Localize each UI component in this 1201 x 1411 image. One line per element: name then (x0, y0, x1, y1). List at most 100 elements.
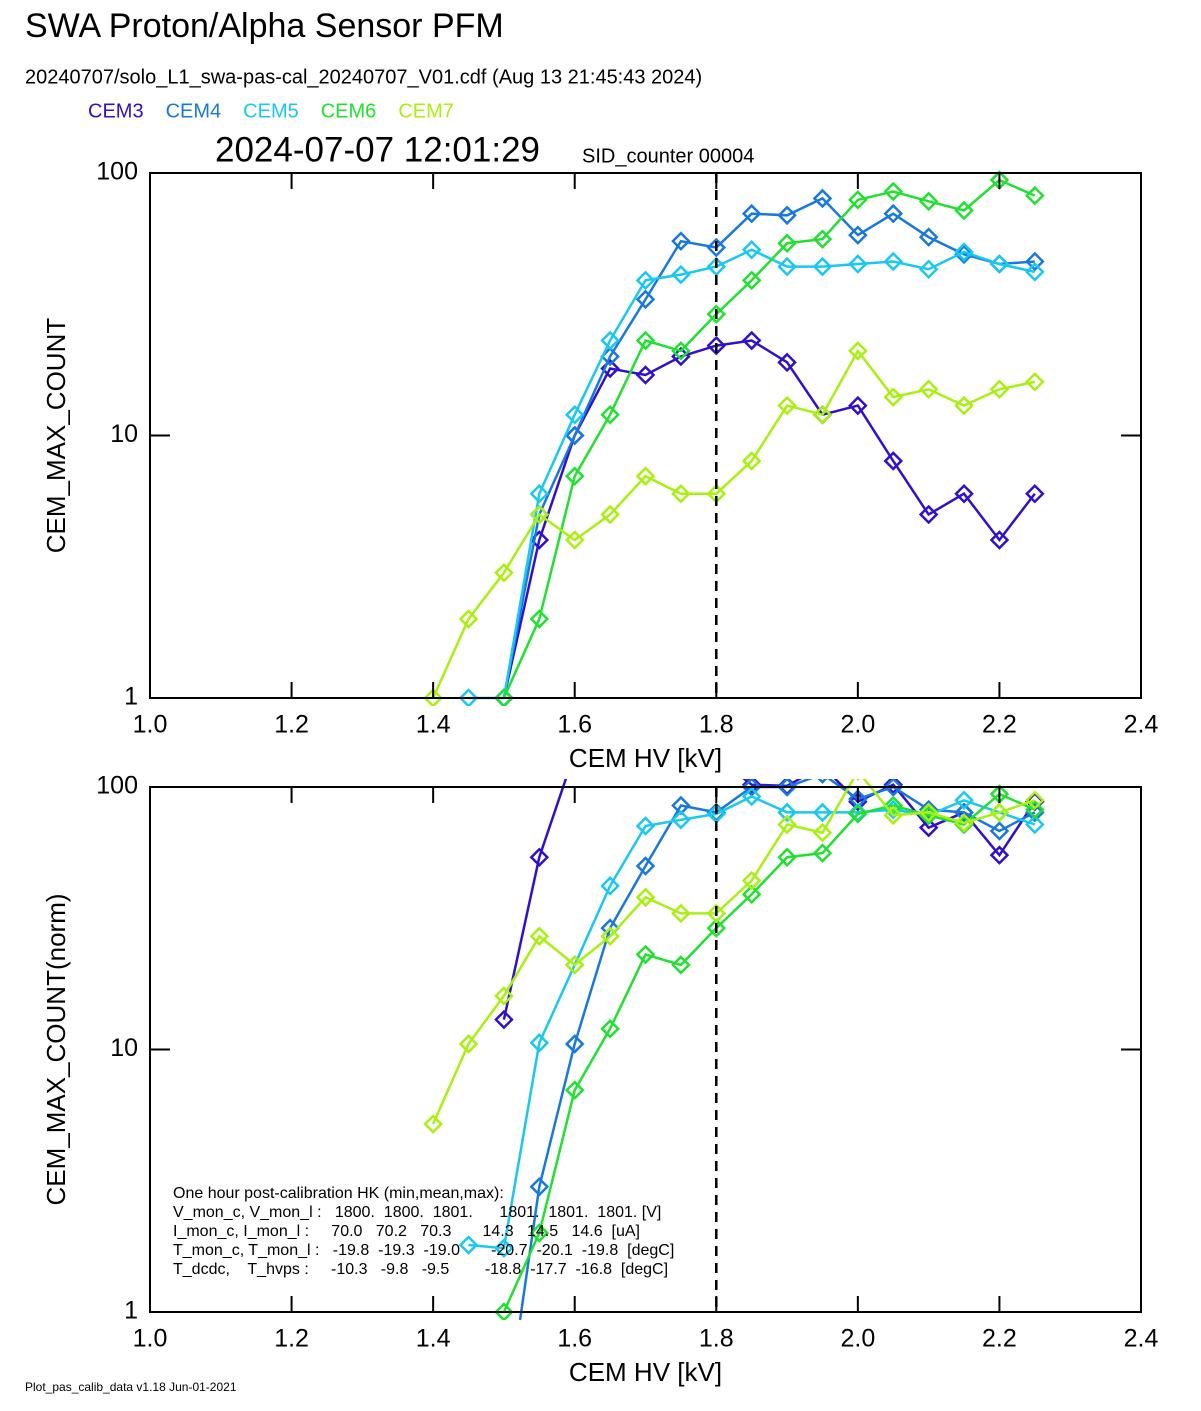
marker (918, 799, 939, 820)
marker (635, 289, 656, 310)
x-tick-label: 2.2 (982, 711, 1017, 739)
marker (741, 239, 762, 260)
marker (635, 330, 656, 351)
marker (529, 847, 550, 868)
marker (812, 256, 833, 277)
marker (918, 227, 939, 247)
x-tick-label: 1.4 (416, 1325, 451, 1353)
series-line (518, 779, 1036, 1320)
marker (635, 856, 656, 876)
marker (564, 404, 585, 425)
marker (529, 609, 550, 629)
marker (954, 813, 974, 833)
x-tick-label: 1.4 (416, 711, 451, 739)
x-tick-label: 2.2 (982, 1325, 1017, 1353)
marker (529, 1223, 550, 1243)
y-tick-label: 100 (96, 158, 138, 186)
marker (777, 256, 797, 277)
marker (529, 504, 550, 525)
marker (1025, 483, 1045, 504)
marker (600, 926, 620, 947)
legend-entry: CEM3 (88, 100, 144, 122)
marker (848, 791, 868, 812)
marker (494, 1302, 514, 1320)
y-tick-label: 1 (124, 1297, 138, 1325)
marker (848, 341, 868, 361)
marker (856, 779, 860, 781)
x-tick-label: 1.8 (699, 711, 734, 739)
series-line (468, 795, 1036, 1250)
x-axis-label: CEM HV [kV] (569, 1357, 722, 1387)
marker (777, 802, 797, 823)
marker (848, 254, 868, 274)
marker (777, 395, 797, 416)
marker (529, 483, 550, 504)
marker (529, 1176, 550, 1197)
series-line (468, 248, 1036, 700)
y-tick-label: 1 (124, 683, 138, 711)
series-line (431, 348, 1036, 699)
marker (741, 779, 762, 795)
marker (954, 395, 974, 416)
counter: SID_counter 00004 (582, 145, 754, 167)
annotation-line: T_mon_c, T_mon_l : -19.8 -19.3 -19.0 -20… (173, 1242, 674, 1259)
marker (1025, 814, 1045, 835)
x-tick-label: 1.2 (274, 711, 309, 739)
marker (671, 264, 691, 285)
plot-area (423, 712, 1045, 1320)
y-tick-label: 10 (110, 1034, 138, 1062)
annotation-line: T_dcdc, T_hvps : -10.3 -9.8 -9.5 -18.8 -… (173, 1261, 668, 1278)
marker (706, 237, 727, 258)
marker (635, 270, 656, 291)
marker (989, 530, 1010, 550)
x-tick-label: 1.0 (133, 711, 168, 739)
marker (564, 425, 585, 446)
marker (1025, 802, 1045, 823)
plot-area (423, 170, 1045, 706)
marker (954, 802, 974, 823)
marker (564, 955, 585, 975)
marker (1025, 251, 1045, 272)
marker (883, 805, 904, 826)
marker (741, 451, 762, 471)
marker (600, 330, 620, 351)
marker (812, 802, 833, 823)
axes-frame (149, 172, 1142, 699)
series-line (502, 339, 1036, 699)
marker (458, 609, 479, 629)
marker (883, 779, 904, 795)
marker (883, 203, 904, 224)
marker (1025, 185, 1045, 206)
marker (423, 1114, 443, 1134)
marker (918, 802, 939, 823)
marker (458, 1235, 479, 1255)
marker (494, 688, 514, 706)
marker (777, 205, 797, 226)
y-axis-label: CEM_MAX_COUNT (41, 318, 71, 554)
marker (741, 203, 762, 224)
marker (671, 231, 691, 251)
x-tick-label: 1.2 (274, 1325, 309, 1353)
marker (706, 256, 727, 277)
marker (635, 887, 656, 908)
marker (989, 379, 1010, 400)
marker (564, 466, 585, 486)
file-info: 20240707/solo_L1_swa-pas-cal_20240707_V0… (25, 66, 702, 88)
series-line (431, 779, 1036, 1125)
marker (564, 530, 585, 550)
marker (954, 790, 974, 811)
marker (706, 903, 727, 924)
marker (1025, 262, 1045, 282)
x-tick-label: 1.6 (557, 711, 592, 739)
marker (671, 903, 691, 924)
marker (602, 712, 618, 728)
marker (777, 814, 797, 835)
x-tick-label: 1.0 (133, 1325, 168, 1353)
marker (777, 847, 797, 868)
marker (706, 335, 727, 356)
marker (635, 466, 656, 486)
annotation-line: I_mon_c, I_mon_l : 70.0 70.2 70.3 14.3 1… (173, 1223, 640, 1240)
marker (848, 395, 868, 416)
marker (848, 190, 868, 210)
